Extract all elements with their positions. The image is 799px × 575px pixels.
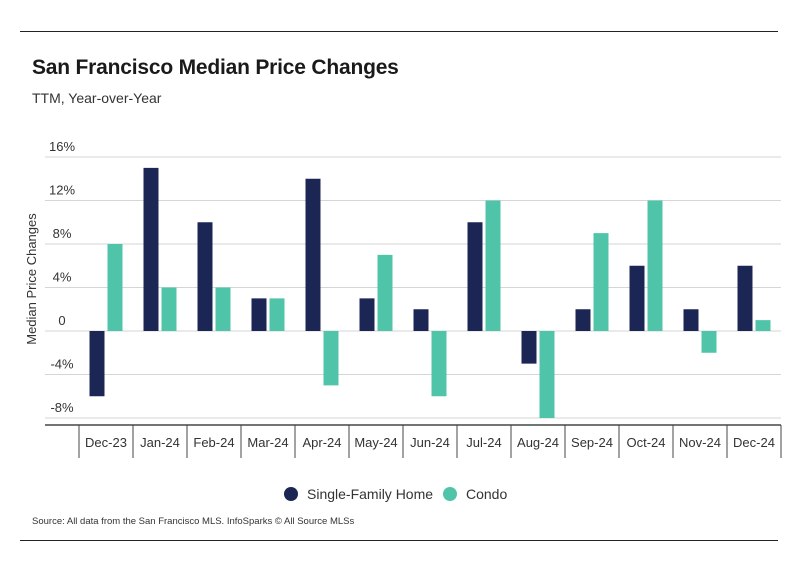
bar-single-family-dec-23	[89, 331, 105, 397]
y-tick-label: 12%	[49, 183, 75, 198]
bar-condo-sep-24	[593, 233, 609, 331]
bar-condo-oct-24	[647, 200, 663, 331]
bar-condo-jul-24	[485, 200, 501, 331]
bar-single-family-aug-24	[521, 331, 537, 364]
bar-condo-feb-24	[215, 287, 231, 331]
legend-label: Condo	[466, 486, 507, 502]
y-tick-label: -4%	[50, 357, 74, 372]
x-tick-label: Nov-24	[679, 435, 721, 450]
legend-label: Single-Family Home	[307, 486, 433, 502]
bar-condo-nov-24	[701, 331, 717, 353]
x-tick-label: Jul-24	[466, 435, 501, 450]
y-tick-label: 0	[58, 313, 65, 328]
y-axis-label: Median Price Changes	[24, 213, 39, 345]
chart-subtitle: TTM, Year-over-Year	[32, 90, 162, 106]
chart-title: San Francisco Median Price Changes	[32, 56, 399, 79]
bar-single-family-jul-24	[467, 222, 483, 331]
bar-single-family-oct-24	[629, 265, 645, 331]
bar-condo-mar-24	[269, 298, 285, 331]
x-tick-label: Dec-24	[733, 435, 775, 450]
bar-single-family-feb-24	[197, 222, 213, 331]
bar-condo-jan-24	[161, 287, 177, 331]
bar-single-family-jun-24	[413, 309, 429, 331]
source-note: Source: All data from the San Francisco …	[32, 516, 355, 527]
bar-condo-aug-24	[539, 331, 555, 418]
x-tick-label: Feb-24	[193, 435, 234, 450]
y-tick-labels: 16% 12% 8% 4% 0 -4% -8%	[49, 139, 75, 415]
bar-single-family-jan-24	[143, 167, 159, 331]
y-tick-label: -8%	[50, 400, 74, 415]
x-tick-label: May-24	[354, 435, 397, 450]
legend-marker	[443, 487, 457, 501]
x-tick-label: Sep-24	[571, 435, 613, 450]
bar-single-family-dec-24	[737, 265, 753, 331]
top-rule	[20, 31, 778, 32]
y-tick-label: 8%	[53, 226, 72, 241]
x-tick-label: Jun-24	[410, 435, 450, 450]
bar-single-family-mar-24	[251, 298, 267, 331]
legend-marker	[284, 487, 298, 501]
legend: Single-Family Home Condo	[284, 486, 507, 502]
x-tick-label: Mar-24	[247, 435, 288, 450]
bar-condo-dec-24	[755, 320, 771, 331]
bottom-rule	[20, 540, 778, 541]
y-tick-label: 4%	[53, 270, 72, 285]
x-tick-label: Dec-23	[85, 435, 127, 450]
bar-condo-may-24	[377, 254, 393, 331]
x-tick-label: Jan-24	[140, 435, 180, 450]
bar-condo-jun-24	[431, 331, 447, 397]
bar-condo-dec-23	[107, 244, 123, 331]
bar-single-family-nov-24	[683, 309, 699, 331]
x-tick-label: Apr-24	[302, 435, 341, 450]
bar-single-family-sep-24	[575, 309, 591, 331]
bar-single-family-may-24	[359, 298, 375, 331]
bar-single-family-apr-24	[305, 178, 321, 331]
bar-condo-apr-24	[323, 331, 339, 386]
x-tick-label: Oct-24	[626, 435, 665, 450]
bars	[89, 167, 771, 418]
y-tick-label: 16%	[49, 139, 75, 154]
x-tick-label: Aug-24	[517, 435, 559, 450]
x-axis: Dec-23 Jan-24 Feb-24 Mar-24 Apr-24 May-24 Jun-…	[45, 424, 782, 458]
